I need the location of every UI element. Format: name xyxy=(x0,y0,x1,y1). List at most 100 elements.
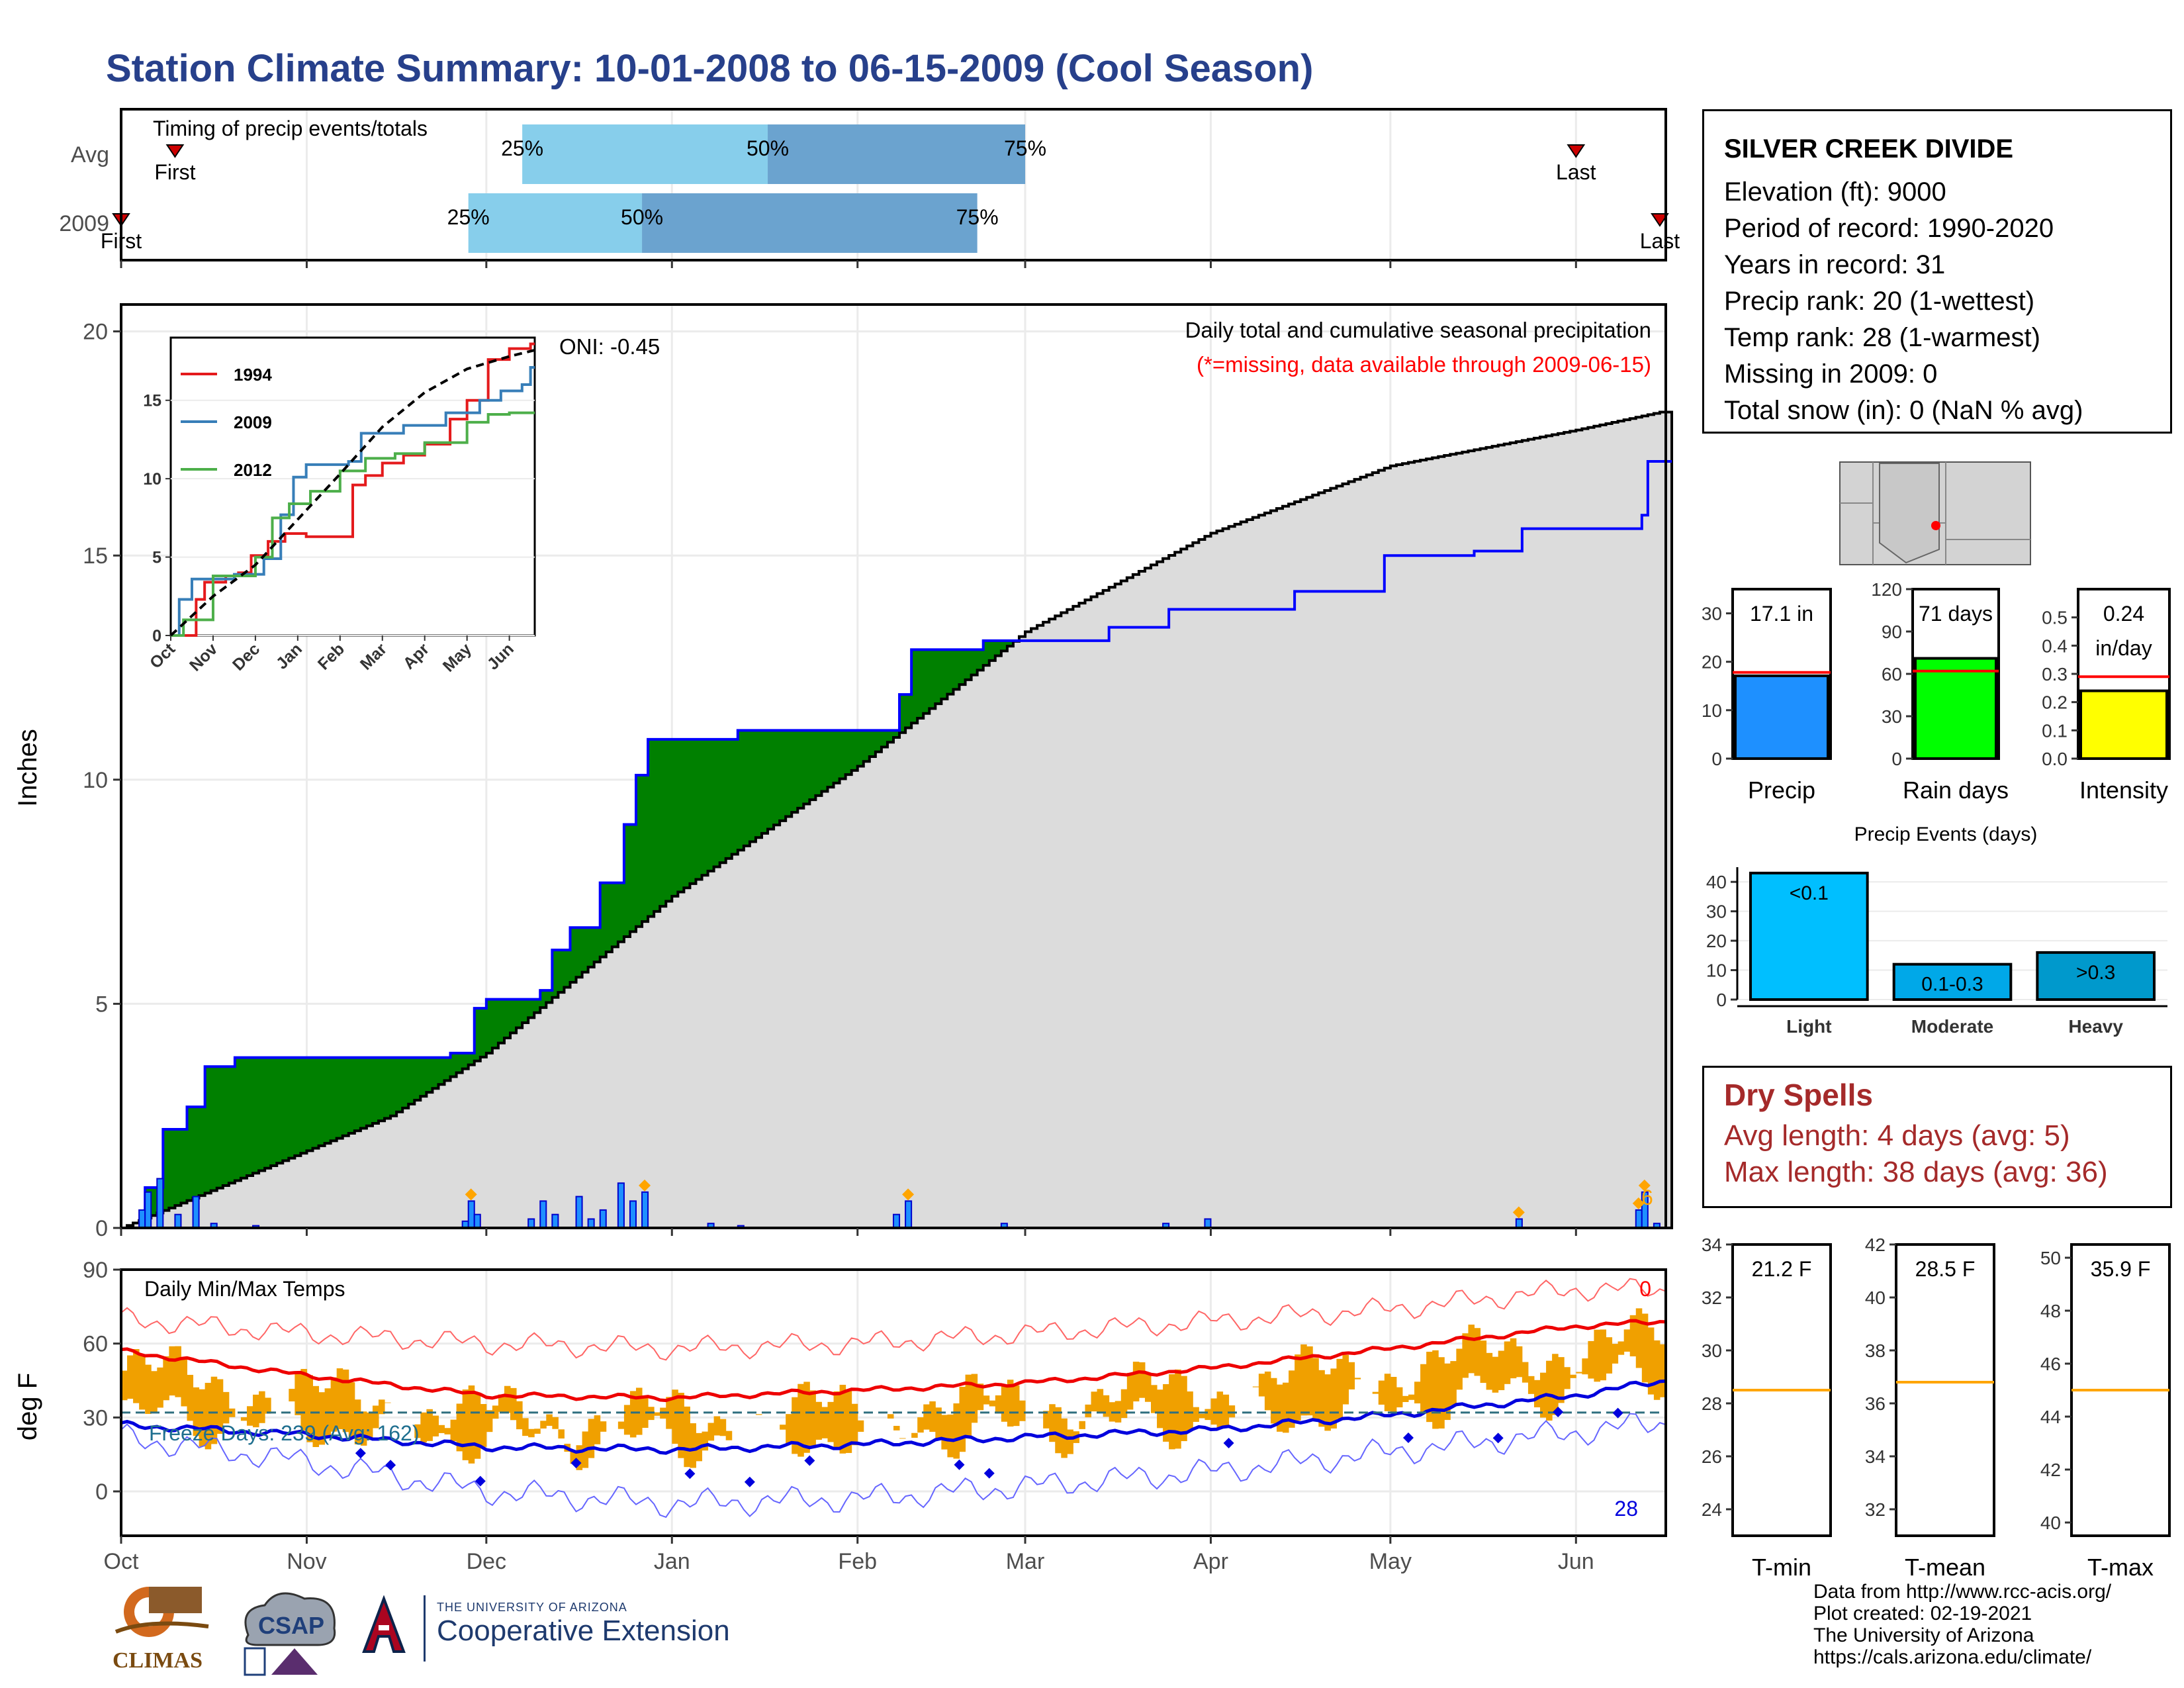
mini-bar-intensity xyxy=(2079,689,2168,760)
above-average-fill xyxy=(761,730,768,833)
daily-temp-bar xyxy=(1199,1413,1205,1419)
daily-temp-bar xyxy=(1043,1411,1050,1429)
above-average-fill xyxy=(911,649,918,724)
precip-event-category-label: Light xyxy=(1786,1016,1831,1037)
daily-temp-bar xyxy=(911,1432,918,1438)
daily-temp-bar xyxy=(1498,1350,1505,1391)
daily-temp-bar xyxy=(151,1371,158,1413)
first-event-label: First xyxy=(154,160,195,184)
above-average-fill xyxy=(306,1057,314,1151)
daily-temp-bar xyxy=(654,1412,660,1416)
above-average-fill xyxy=(253,1057,259,1174)
daily-temp-bar xyxy=(1486,1352,1493,1390)
precip-events-y-tick-label: 10 xyxy=(1706,961,1727,981)
above-average-fill xyxy=(312,1057,320,1149)
daily-temp-bar xyxy=(414,1424,421,1438)
daily-temp-bar xyxy=(1318,1370,1325,1427)
daily-temp-bar xyxy=(1049,1404,1056,1442)
daily-temp-bar xyxy=(1085,1404,1092,1418)
daily-temp-bar xyxy=(725,1430,733,1440)
daily-temp-bar xyxy=(1522,1362,1529,1383)
daily-temp-bar xyxy=(1456,1348,1463,1390)
above-average-fill xyxy=(774,730,780,825)
daily-temp-bar xyxy=(570,1450,577,1464)
daily-temp-bar xyxy=(1653,1340,1661,1400)
above-average-fill xyxy=(510,999,517,1033)
timing-label-25: 25% xyxy=(501,136,543,160)
daily-temp-bar xyxy=(588,1419,595,1458)
mini-y-tick-label: 0.2 xyxy=(2042,692,2068,713)
above-average-fill xyxy=(342,1057,349,1136)
daily-precip-bar xyxy=(174,1213,182,1229)
daily-temp-bar xyxy=(1283,1382,1289,1433)
mini-y-tick-label: 38 xyxy=(1865,1340,1886,1361)
daily-precip-bar xyxy=(551,1213,559,1229)
mini-y-tick-label: 20 xyxy=(1702,652,1722,673)
daily-precip-bar xyxy=(539,1200,547,1229)
precip-event-bar-label: <0.1 xyxy=(1790,882,1829,904)
timing-panel-border xyxy=(120,108,1667,261)
daily-temp-bar xyxy=(1600,1329,1607,1381)
missing-data-marker xyxy=(639,1179,651,1192)
record-high-count: 0 xyxy=(1639,1277,1651,1301)
daily-temp-bar xyxy=(713,1416,721,1436)
daily-precip-bar xyxy=(599,1209,607,1229)
daily-temp-bar xyxy=(1582,1358,1588,1375)
record-low-marker xyxy=(1403,1432,1414,1443)
daily-precip-bar xyxy=(192,1196,200,1229)
daily-temp-bar xyxy=(1396,1387,1403,1408)
daily-temp-bar xyxy=(959,1386,966,1452)
daily-temp-bar xyxy=(1324,1374,1331,1431)
daily-temp-bar xyxy=(187,1374,194,1421)
above-average-fill xyxy=(672,739,678,896)
above-average-fill xyxy=(893,730,900,737)
daily-temp-bar xyxy=(815,1401,822,1440)
missing-data-marker xyxy=(1632,1197,1645,1209)
daily-temp-bar xyxy=(923,1404,930,1430)
above-average-fill xyxy=(743,730,751,846)
daily-temp-bar xyxy=(1594,1329,1600,1382)
record-low-marker xyxy=(954,1459,965,1470)
inset-y-tick-label: 10 xyxy=(143,470,161,489)
daily-temp-bar xyxy=(265,1397,271,1414)
daily-temp-bar xyxy=(1151,1385,1158,1413)
daily-precip-bar xyxy=(905,1200,913,1229)
timing-panel-title: Timing of precip events/totals xyxy=(153,117,428,140)
daily-temp-bar xyxy=(1546,1360,1553,1421)
above-average-fill xyxy=(151,1188,158,1216)
above-average-fill xyxy=(642,775,649,922)
above-average-fill xyxy=(623,824,631,937)
csap-logo: CSAP xyxy=(244,1592,336,1676)
daily-temp-bar xyxy=(821,1407,828,1438)
daily-temp-bar xyxy=(312,1385,320,1447)
above-average-fill xyxy=(845,730,852,775)
mini-y-tick-label: 90 xyxy=(1882,622,1902,642)
daily-temp-bar xyxy=(1210,1398,1218,1425)
daily-temp-bar xyxy=(522,1418,529,1436)
daily-temp-bar xyxy=(576,1445,583,1470)
precip-event-category-label: Moderate xyxy=(1911,1016,1993,1037)
daily-temp-bar xyxy=(953,1403,960,1459)
daily-temp-bar xyxy=(546,1414,553,1426)
above-average-fill xyxy=(881,730,888,747)
daily-temp-bar xyxy=(1402,1395,1409,1403)
above-average-fill xyxy=(617,882,625,942)
daily-temp-bar xyxy=(839,1384,846,1454)
above-average-fill xyxy=(450,1053,457,1077)
above-average-fill xyxy=(187,1107,194,1201)
daily-temp-bar xyxy=(1175,1369,1181,1449)
above-average-fill xyxy=(923,649,930,714)
inset-y-tick-label: 0 xyxy=(152,627,161,645)
daily-precip-bar xyxy=(1635,1209,1643,1229)
above-average-fill xyxy=(396,1057,403,1112)
above-average-fill xyxy=(492,999,499,1049)
daily-temp-bar xyxy=(1103,1395,1110,1417)
mini-category-label-t-max: T-max xyxy=(2087,1554,2154,1581)
daily-temp-bar xyxy=(432,1415,439,1436)
daily-temp-bar xyxy=(1414,1382,1421,1404)
daily-temp-bar xyxy=(289,1389,295,1402)
daily-temp-bar xyxy=(989,1400,996,1407)
daily-temp-bar xyxy=(977,1383,984,1411)
mini-y-tick-label: 10 xyxy=(1702,700,1722,721)
record-low-marker xyxy=(355,1448,366,1459)
